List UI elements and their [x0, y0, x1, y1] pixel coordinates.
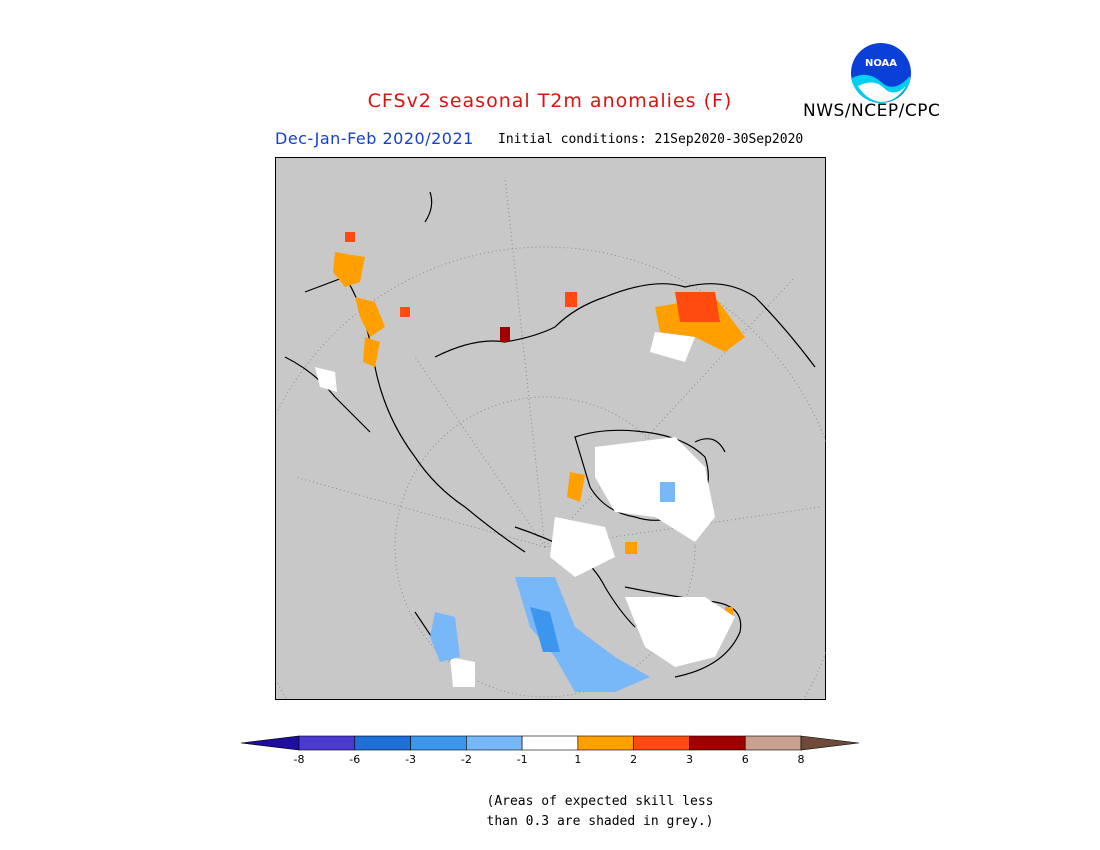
legend-bin [240, 735, 300, 751]
agency-label: NWS/NCEP/CPC [803, 101, 941, 121]
footnote-line-1: (Areas of expected skill less [486, 794, 714, 809]
legend-tick-label: -8 [293, 753, 305, 766]
legend-bin [800, 735, 860, 751]
legend-tick-label: -3 [405, 753, 417, 766]
legend-bin [577, 735, 634, 751]
initial-conditions-label: Initial conditions: 21Sep2020-30Sep2020 [498, 132, 804, 147]
legend-bin [410, 735, 467, 751]
legend-tick-label: 6 [741, 753, 749, 766]
noaa-logo-icon: NOAA [851, 43, 911, 103]
map-grid [275, 176, 826, 700]
polar-map [275, 157, 826, 700]
chart-title: CFSv2 seasonal T2m anomalies (F) [367, 90, 733, 112]
near-normal-areas [315, 332, 735, 687]
color-legend [240, 735, 860, 751]
legend-tick-label: 8 [797, 753, 805, 766]
legend-tick-label: 2 [630, 753, 638, 766]
footnote-line-2: than 0.3 are shaded in grey.) [486, 814, 714, 829]
cold-anomalies [430, 482, 675, 692]
legend-bin [354, 735, 411, 751]
legend-bin [298, 735, 356, 751]
legend-bin [744, 735, 802, 751]
legend-tick-label: 3 [685, 753, 693, 766]
legend-bin [633, 735, 690, 751]
legend-bin [689, 735, 746, 751]
skill-footnote: (Areas of expected skill less than 0.3 a… [470, 792, 730, 832]
season-label: Dec-Jan-Feb 2020/2021 [275, 129, 474, 148]
legend-tick-label: 1 [574, 753, 582, 766]
legend-tick-label: -2 [460, 753, 472, 766]
svg-text:NOAA: NOAA [865, 58, 897, 69]
legend-bin [521, 735, 579, 751]
legend-tick-label: -1 [516, 753, 528, 766]
legend-tick-label: -6 [349, 753, 361, 766]
warm-anomalies [333, 232, 745, 615]
legend-bin [466, 735, 523, 751]
